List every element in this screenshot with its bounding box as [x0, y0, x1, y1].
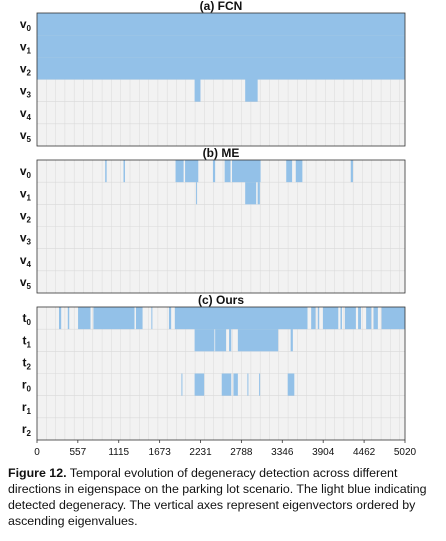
degeneracy-segment-v0 — [185, 160, 199, 183]
row-label-r2: r2 — [22, 422, 32, 438]
x-tick-label: 557 — [69, 447, 86, 458]
row-label-v0: v0 — [20, 164, 32, 180]
figure-caption: Figure 12. Temporal evolution of degener… — [8, 465, 440, 529]
degeneracy-segment-t0 — [340, 307, 342, 330]
row-label-v3: v3 — [20, 84, 32, 100]
degeneracy-segment-t0 — [93, 307, 135, 330]
panel-title: (a) FCN — [200, 0, 243, 13]
row-label-v2: v2 — [20, 208, 32, 224]
row-label-v1: v1 — [20, 186, 32, 202]
degeneracy-segment-t1 — [290, 329, 293, 352]
degeneracy-segment-v0 — [105, 160, 107, 183]
degeneracy-segment-r0 — [233, 373, 238, 396]
panel-1: (a) FCN v0 v1 v2 v3 v4 v5 — [20, 0, 406, 147]
panel-2: (b) ME v0 v1 v2 v3 v4 v5 — [20, 146, 406, 294]
x-tick-label: 0 — [34, 447, 40, 458]
degeneracy-segment-t1 — [215, 329, 227, 352]
degeneracy-segment-v0 — [175, 160, 184, 183]
row-label-r1: r1 — [22, 400, 32, 416]
degeneracy-segment-t1 — [194, 329, 215, 352]
degeneracy-segment-v1 — [245, 182, 257, 205]
degeneracy-segment-r0 — [247, 373, 249, 396]
row-label-t2: t2 — [23, 355, 32, 371]
degeneracy-segment-v3 — [245, 79, 258, 102]
degeneracy-segment-v1 — [257, 182, 260, 205]
degeneracy-segment-v0 — [295, 160, 303, 183]
caption-text: Temporal evolution of degeneracy detecti… — [8, 466, 427, 528]
panel-frame — [36, 12, 406, 147]
row-label-v5: v5 — [20, 275, 32, 291]
x-tick-label: 3904 — [312, 447, 335, 458]
degeneracy-segment-t0 — [78, 307, 91, 330]
degeneracy-segment-t1 — [237, 329, 279, 352]
degeneracy-segment-t0 — [344, 307, 356, 330]
panel-3: (c) Ours t0 t1 t2 r0 r1 r2 — [22, 293, 406, 441]
degeneracy-segment-t0 — [151, 307, 153, 330]
x-tick-label: 2231 — [189, 447, 212, 458]
degeneracy-segment-t0 — [168, 307, 172, 330]
degeneracy-segment-v1 — [196, 182, 198, 205]
degeneracy-figure: (a) FCN v0 v1 v2 v3 v4 v5 (b) ME v0 v1 v2 v3 v4 v5 (c)… — [20, 0, 417, 462]
degeneracy-segment-r0 — [287, 373, 295, 396]
x-tick-label: 1115 — [108, 447, 129, 458]
x-tick-label: 4462 — [353, 447, 376, 458]
degeneracy-segment-v3 — [194, 79, 201, 102]
row-label-v5: v5 — [20, 128, 32, 144]
caption-label: Figure 12. — [8, 466, 67, 480]
x-tick-label: 1673 — [149, 447, 172, 458]
row-label-v2: v2 — [20, 61, 32, 77]
degeneracy-segment-t0 — [174, 307, 308, 330]
panel-title: (b) ME — [203, 146, 240, 160]
row-label-v0: v0 — [20, 17, 32, 33]
degeneracy-segment-t0 — [135, 307, 143, 330]
degeneracy-segment-r0 — [221, 373, 232, 396]
panel-frame — [36, 159, 406, 294]
degeneracy-segment-t1 — [229, 329, 232, 352]
x-tick-label: 3346 — [271, 447, 294, 458]
degeneracy-segment-t0 — [381, 307, 405, 330]
degeneracy-segment-v2 — [37, 57, 405, 80]
degeneracy-segment-t0 — [311, 307, 316, 330]
degeneracy-segment-t0 — [358, 307, 362, 330]
degeneracy-segment-r0 — [259, 373, 261, 396]
degeneracy-segment-v0 — [350, 160, 353, 183]
row-label-v4: v4 — [20, 253, 32, 269]
row-label-r0: r0 — [22, 378, 32, 394]
degeneracy-segment-r0 — [181, 373, 183, 396]
x-tick-label: 2788 — [230, 447, 253, 458]
x-axis-label: Frame ID — [198, 461, 244, 462]
degeneracy-segment-v0 — [286, 160, 293, 183]
degeneracy-segment-v0 — [231, 160, 261, 183]
degeneracy-segment-v0 — [123, 160, 125, 183]
degeneracy-segment-r0 — [194, 373, 205, 396]
row-label-v3: v3 — [20, 231, 32, 247]
panel-title: (c) Ours — [198, 293, 244, 307]
degeneracy-segment-t0 — [322, 307, 339, 330]
row-label-v4: v4 — [20, 106, 32, 122]
row-label-v1: v1 — [20, 39, 32, 55]
degeneracy-segment-v1 — [37, 35, 405, 58]
degeneracy-segment-t0 — [366, 307, 372, 330]
row-label-t1: t1 — [23, 333, 32, 349]
degeneracy-segment-v0 — [37, 13, 405, 36]
degeneracy-segment-t0 — [67, 307, 70, 330]
degeneracy-segment-t0 — [317, 307, 320, 330]
row-label-t0: t0 — [23, 311, 32, 327]
degeneracy-segment-t0 — [373, 307, 378, 330]
panel-frame — [36, 306, 406, 441]
degeneracy-segment-t0 — [58, 307, 62, 330]
degeneracy-segment-v0 — [212, 160, 216, 183]
degeneracy-segment-v0 — [224, 160, 231, 183]
x-tick-label: 5020 — [394, 447, 417, 458]
